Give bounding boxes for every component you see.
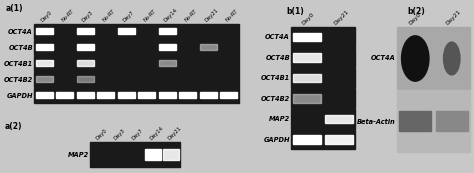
Text: OCT4B2: OCT4B2 [4,77,33,83]
Text: Day21: Day21 [167,125,183,141]
Text: OCT4B: OCT4B [9,45,33,51]
Text: MAP2: MAP2 [68,152,89,158]
Bar [56,92,73,98]
Bar [34,24,239,39]
Text: Day21: Day21 [333,9,349,26]
Bar [77,76,94,82]
Bar [159,60,176,66]
Text: b(1): b(1) [286,7,304,16]
Text: Day0: Day0 [301,12,315,26]
Text: OCT4A: OCT4A [8,29,33,35]
Bar [325,115,353,123]
Text: No-RT: No-RT [61,8,75,23]
Bar [36,92,53,98]
Bar [164,149,179,160]
Text: Day0: Day0 [408,12,422,26]
Text: Day14: Day14 [163,7,179,23]
Bar [291,27,355,47]
Ellipse shape [401,36,429,81]
Text: a(2): a(2) [5,122,22,131]
Bar [436,111,468,131]
Text: b(2): b(2) [407,7,425,16]
Bar [159,28,176,34]
Bar [200,44,217,50]
Bar [291,48,355,67]
Bar [397,27,470,89]
Bar [291,109,355,129]
Bar [138,92,155,98]
Bar [397,90,470,152]
Text: No-RT: No-RT [183,8,198,23]
Bar [220,92,237,98]
Bar [146,149,161,160]
Bar [291,89,355,108]
Bar [77,28,94,34]
Text: OCT4A: OCT4A [371,56,396,61]
Text: OCT4A: OCT4A [265,34,290,40]
Bar [34,56,239,71]
Text: Day21: Day21 [445,9,461,26]
Bar [293,33,321,41]
Bar [118,92,135,98]
Bar [399,111,431,131]
Ellipse shape [444,42,460,75]
Bar [34,88,239,103]
Text: GAPDH: GAPDH [7,93,33,99]
Text: MAP2: MAP2 [269,116,290,122]
Bar [291,130,355,149]
Text: Day0: Day0 [40,10,54,23]
Text: Day7: Day7 [122,10,136,23]
Bar [293,74,321,82]
Bar [293,135,321,144]
Bar [159,92,176,98]
Bar [77,92,94,98]
Bar [293,53,321,62]
Bar [118,28,135,34]
Text: OCT4B: OCT4B [265,55,290,61]
Bar [77,60,94,66]
Bar [36,44,53,50]
Bar [291,68,355,88]
Bar [36,60,53,66]
Bar [77,44,94,50]
Bar [159,44,176,50]
Text: OCT4B2: OCT4B2 [261,96,290,102]
Bar [179,92,196,98]
Text: OCT4B1: OCT4B1 [261,75,290,81]
Bar [34,40,239,55]
Text: Day14: Day14 [149,125,165,141]
Text: Day3: Day3 [81,10,94,23]
Bar [34,72,239,87]
Text: Day0: Day0 [95,128,109,141]
Text: Beta-Actin: Beta-Actin [357,119,396,125]
Text: Day3: Day3 [113,128,127,141]
Text: a(1): a(1) [6,4,24,13]
Text: GAPDH: GAPDH [264,137,290,143]
Text: Day21: Day21 [204,7,220,23]
Bar [36,28,53,34]
Text: Day7: Day7 [131,128,145,141]
Bar [90,142,180,167]
Bar [293,94,321,103]
Text: No-RT: No-RT [225,8,239,23]
Text: OCT4B1: OCT4B1 [4,61,33,67]
Text: No-RT: No-RT [143,8,157,23]
Bar [325,135,353,144]
Text: No-RT: No-RT [101,8,116,23]
Bar [97,92,114,98]
Bar [36,76,53,82]
Bar [200,92,217,98]
